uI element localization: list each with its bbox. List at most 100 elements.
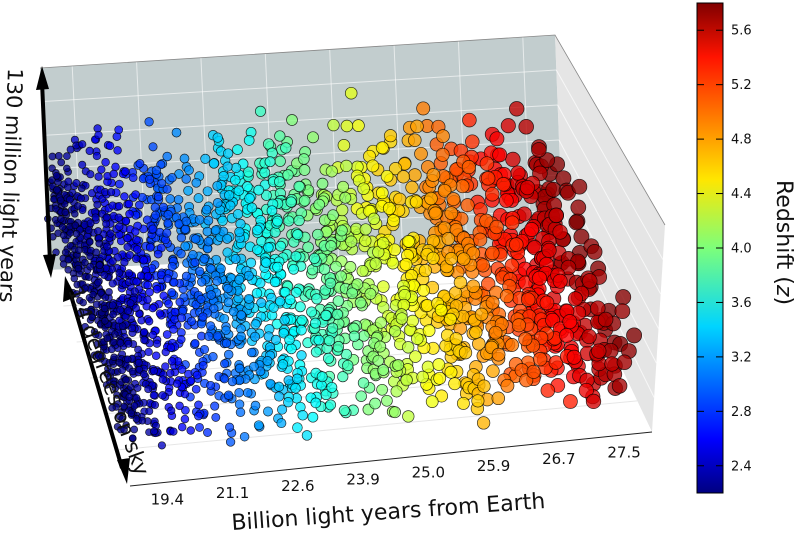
data-point [115,358,124,367]
data-point [166,369,175,378]
data-point [52,248,60,257]
data-point [309,317,321,329]
data-point [364,287,377,300]
data-point [498,193,514,208]
data-point [161,362,170,371]
colorbar-label: Redshift (z) [771,180,796,305]
data-point [202,226,213,237]
data-point [255,366,266,377]
data-point [198,360,208,370]
data-point [135,159,145,168]
data-point [118,322,127,331]
data-point [283,397,294,408]
data-point [560,259,577,276]
data-point [336,203,349,217]
data-point [172,379,182,388]
data-point [134,358,143,367]
data-point [100,271,109,280]
data-point [97,289,105,297]
data-point [194,400,203,410]
data-point [224,190,235,201]
data-point [444,206,459,220]
data-point [200,153,211,164]
data-point [125,250,134,260]
data-point [388,325,402,338]
data-point [196,294,206,304]
data-point [586,244,603,260]
data-point [194,411,203,421]
data-point [485,295,500,310]
data-point [524,222,540,237]
data-point [198,312,208,322]
data-point [417,284,430,297]
data-point [253,184,265,196]
data-point [386,256,400,270]
data-point [409,350,422,363]
data-point [308,252,321,264]
data-point [426,168,441,182]
data-point [236,331,246,342]
data-point [158,391,167,400]
data-point [66,229,74,237]
grid-line [557,104,662,295]
x-tick-label: 26.7 [542,450,575,468]
data-point [327,118,340,132]
data-point [480,171,496,186]
data-point [443,312,457,326]
data-point [380,169,394,183]
data-point [274,155,286,167]
data-point [552,224,568,240]
data-point [131,227,140,236]
data-point [590,300,606,316]
data-point [109,310,117,319]
data-point [540,383,556,398]
colorbar-tick-label: 2.4 [731,459,752,474]
data-point [109,169,118,179]
data-point [58,223,67,231]
data-point [591,343,607,359]
data-point [103,242,111,251]
data-point [212,198,223,208]
data-point [209,303,219,314]
data-point [59,231,68,240]
data-point [197,277,207,287]
data-point [181,271,191,281]
data-point [212,180,223,191]
data-point [428,206,443,221]
data-point [282,169,294,181]
data-point [183,185,194,196]
data-point [455,179,470,194]
data-point [568,214,585,231]
data-point [290,250,302,262]
data-point [128,173,138,183]
data-point [437,183,452,198]
data-point [250,400,261,411]
data-point [408,168,422,182]
data-point [206,290,216,300]
data-point [130,287,139,296]
data-point [222,148,234,159]
data-point [131,190,140,199]
data-point [203,215,214,226]
data-point [342,359,354,372]
data-point [325,240,337,252]
data-point [292,229,304,241]
data-point [444,365,458,379]
data-point [327,322,339,334]
data-point [274,176,286,188]
data-point [181,174,191,184]
data-point [469,325,483,339]
data-point [234,363,245,374]
data-point [130,425,139,434]
data-point [102,213,111,222]
data-point [186,426,195,435]
data-point [124,339,133,348]
colorbar-tick-label: 4.4 [731,187,752,202]
data-point [453,275,468,290]
data-point [173,194,184,205]
data-point [310,346,322,358]
data-point [291,287,302,298]
data-point [310,397,322,409]
data-point [325,165,338,178]
data-point [105,141,115,151]
